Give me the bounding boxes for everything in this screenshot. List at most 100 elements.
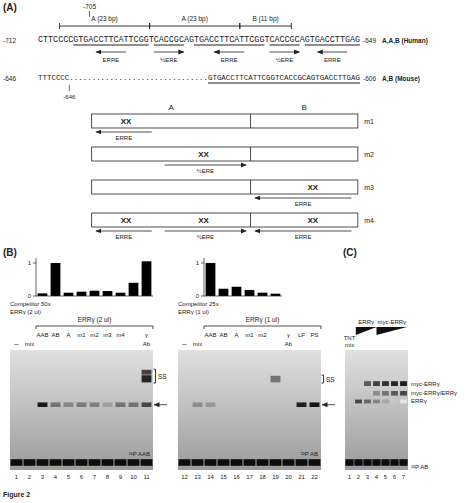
motif-arrow xyxy=(317,52,347,53)
site-arrow xyxy=(96,132,152,133)
band xyxy=(373,381,380,386)
lane-number: 16 xyxy=(233,474,240,480)
lane-label: LF xyxy=(298,332,305,338)
y-axis xyxy=(204,258,205,296)
lane-number: 15 xyxy=(220,474,227,480)
lane-sublabel: mix xyxy=(345,342,354,348)
lane-number: 4 xyxy=(375,474,379,480)
band xyxy=(271,376,281,383)
lane-label: A xyxy=(66,332,70,338)
region-bracket xyxy=(59,26,149,27)
band xyxy=(382,381,389,386)
wedge-label: myc-ERRγ xyxy=(377,319,406,325)
bar xyxy=(64,293,74,296)
position-label: -606 xyxy=(363,75,376,82)
band xyxy=(206,402,216,407)
lane-number: 7 xyxy=(402,474,406,480)
y-tick-label: 1 xyxy=(196,260,200,266)
band-label: SS xyxy=(326,376,335,383)
box-divider xyxy=(250,180,251,194)
mutation-mark: XX xyxy=(198,150,209,159)
lane-number: 19 xyxy=(272,474,279,480)
band-label: myc-ERRγ/ERRγ xyxy=(411,390,457,396)
mutation-mark: XX xyxy=(121,117,132,126)
panel-label: (B) xyxy=(3,247,17,258)
free-probe xyxy=(399,459,407,466)
x-axis xyxy=(204,296,282,297)
band xyxy=(391,391,398,396)
mutant-box xyxy=(92,114,358,128)
site-arrow xyxy=(165,165,247,166)
lane-number: 21 xyxy=(298,474,305,480)
mutant-box xyxy=(92,213,358,227)
motif-underline xyxy=(73,45,148,46)
annotation: ERRγ (2 ul) xyxy=(10,309,41,315)
probe-label: ³²P AB xyxy=(301,451,318,457)
free-probe xyxy=(231,459,243,466)
lane-number: 1 xyxy=(348,474,352,480)
band xyxy=(391,381,398,386)
position-label: -646 xyxy=(3,75,16,82)
probe-label: ³²P AAB xyxy=(129,451,150,457)
band xyxy=(193,402,203,407)
lane-number: 10 xyxy=(130,474,137,480)
region-bracket-end xyxy=(291,23,292,29)
y-tick xyxy=(33,296,36,297)
free-probe xyxy=(381,459,389,466)
lane-label: – xyxy=(14,339,19,348)
bar xyxy=(129,283,139,296)
motif-label: ½ERE xyxy=(160,57,177,63)
lane-number: 4 xyxy=(54,474,58,480)
site-label: ERRE xyxy=(295,234,312,240)
lane-label: m1 xyxy=(77,332,86,338)
free-probe xyxy=(128,459,140,466)
mutation-mark: XX xyxy=(198,216,209,225)
bar xyxy=(77,292,87,296)
site-arrow xyxy=(255,231,352,232)
lane-number: 22 xyxy=(311,474,318,480)
free-probe xyxy=(390,459,398,466)
band xyxy=(382,400,389,404)
position-label: -646 xyxy=(63,94,76,100)
site-arrow xyxy=(96,231,152,232)
motif-arrow xyxy=(154,52,184,53)
band xyxy=(51,402,61,407)
lane-number: 6 xyxy=(80,474,84,480)
lane-label: m4 xyxy=(116,332,125,338)
band-label: myc-ERRγ xyxy=(411,381,440,387)
free-probe xyxy=(205,459,217,466)
free-probe xyxy=(141,459,153,466)
free-probe xyxy=(257,459,269,466)
site-label: ERRE xyxy=(116,234,133,240)
band xyxy=(38,402,48,407)
band xyxy=(373,391,380,396)
sequence: TTTCCCC...............................GT… xyxy=(38,74,360,82)
band xyxy=(382,391,389,396)
region-bracket xyxy=(240,26,292,27)
mutation-mark: XX xyxy=(307,216,318,225)
bar-chart: 01(B) xyxy=(3,247,153,299)
y-tick xyxy=(201,296,204,297)
gel: SS³²P AB1213141516171819202122ERRγ (1 ul… xyxy=(178,301,335,480)
bars xyxy=(38,261,152,296)
lane-label: – xyxy=(182,339,187,348)
lane-label: m2 xyxy=(258,332,267,338)
y-tick xyxy=(201,262,204,263)
sequence-name: A,A,B (Human) xyxy=(382,37,428,45)
bar xyxy=(232,287,242,296)
lane-label: m3 xyxy=(103,332,112,338)
y-tick-label: 1 xyxy=(28,260,32,266)
motif-label: ERRE xyxy=(103,57,120,63)
region-bracket-end xyxy=(59,23,60,29)
lane-number: 2 xyxy=(357,474,361,480)
lane-label: A xyxy=(234,332,238,338)
region-label: B (11 bp) xyxy=(252,15,278,23)
lane-number: 8 xyxy=(106,474,110,480)
free-probe xyxy=(283,459,295,466)
region-bracket-end xyxy=(149,23,150,29)
group-bracket xyxy=(204,326,321,329)
free-probe xyxy=(363,459,371,466)
band-bracket xyxy=(322,375,324,383)
mutant-name: m1 xyxy=(364,118,374,125)
free-probe xyxy=(345,459,353,466)
